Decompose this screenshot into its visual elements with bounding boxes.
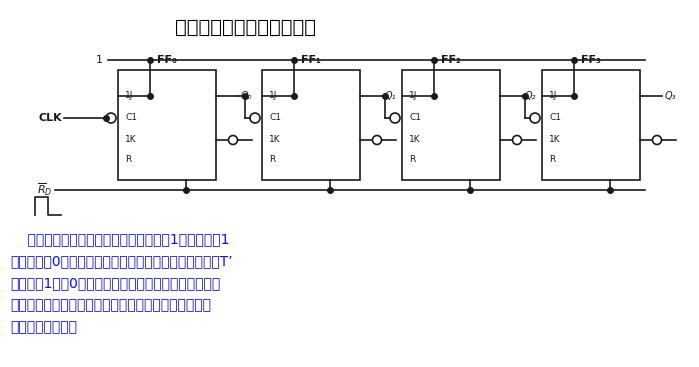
Text: FF₃: FF₃ [581,55,601,65]
Text: R: R [549,156,555,164]
Text: FF₁: FF₁ [301,55,321,65]
Text: 1J: 1J [269,91,278,101]
Text: 四位异步二进制加法计数器: 四位异步二进制加法计数器 [175,18,315,37]
Text: 1K: 1K [125,135,136,145]
Text: 时就应回到0，同时向高位送出进位信号。因此，只要将T’: 时就应回到0，同时向高位送出进位信号。因此，只要将T’ [10,254,233,268]
Text: Q₂: Q₂ [525,91,537,101]
Text: R: R [125,156,131,164]
Text: Q₁: Q₁ [385,91,396,101]
Text: Q₀: Q₀ [241,91,252,101]
Text: C1: C1 [549,113,561,123]
Text: 二进制加法计数规则：如果低位已经为1，则再记入1: 二进制加法计数规则：如果低位已经为1，则再记入1 [10,232,229,246]
Text: C1: C1 [409,113,421,123]
Text: FF₂: FF₂ [441,55,461,65]
Bar [542,70,640,180]
Text: C1: C1 [125,113,137,123]
Text: CLK: CLK [38,113,62,123]
Bar [402,70,500,180]
Text: 1: 1 [96,55,103,65]
Text: 接至高一位触发器的时钟输入端，就可以得到多位二进: 接至高一位触发器的时钟输入端，就可以得到多位二进 [10,298,211,312]
Text: Q₃: Q₃ [665,91,677,101]
Text: 1J: 1J [409,91,417,101]
Text: $\overline{R}_D$: $\overline{R}_D$ [36,182,52,198]
Text: 1K: 1K [269,135,280,145]
Text: FF₀: FF₀ [157,55,177,65]
Text: 1K: 1K [549,135,561,145]
Bar [118,70,216,180]
Text: 触发器从1变为0时输出端电位的跳变做为进位信号，并: 触发器从1变为0时输出端电位的跳变做为进位信号，并 [10,276,220,290]
Text: R: R [269,156,275,164]
Text: 制加法计数器了。: 制加法计数器了。 [10,320,77,334]
Text: 1J: 1J [549,91,557,101]
Text: C1: C1 [269,113,281,123]
Text: R: R [409,156,415,164]
Text: 1J: 1J [125,91,134,101]
Bar [262,70,360,180]
Text: 1K: 1K [409,135,421,145]
